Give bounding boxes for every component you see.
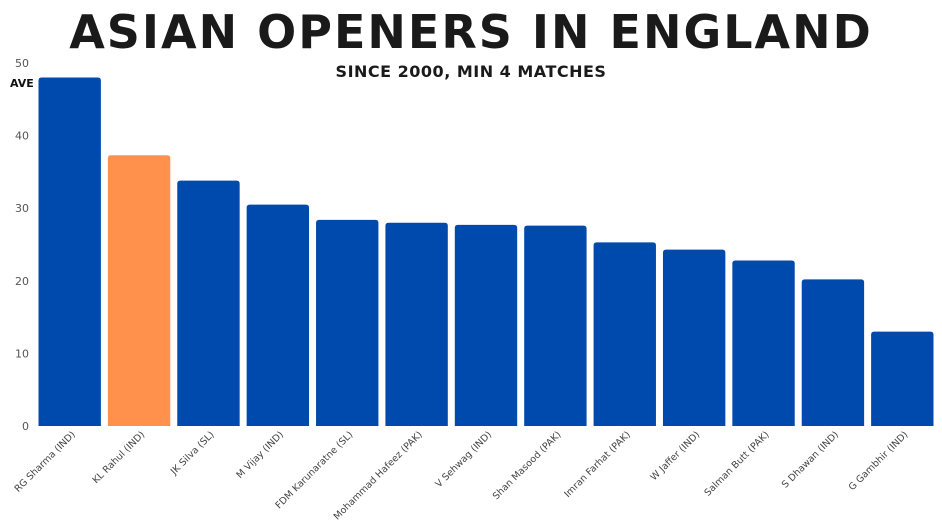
- y-tick-label: 20: [15, 275, 29, 288]
- x-tick-label: W Jaffer (IND): [649, 429, 703, 483]
- bar: [801, 279, 865, 426]
- bar: [246, 204, 310, 426]
- bar: [454, 224, 518, 426]
- bar: [524, 225, 587, 426]
- bar: [662, 249, 726, 426]
- y-tick-label: 50: [15, 57, 29, 70]
- chart-title: ASIAN OPENERS IN ENGLAND: [69, 5, 873, 59]
- x-tick-label: Salman Butt (PAK): [702, 429, 771, 498]
- x-tick-label: JK Silva (SL): [168, 429, 216, 477]
- x-tick-label: KL Rahul (IND): [91, 429, 148, 486]
- x-tick-label: M Vijay (IND): [234, 429, 286, 481]
- bar: [871, 331, 934, 426]
- bar: [732, 260, 795, 426]
- bar: [316, 219, 379, 426]
- bar: [38, 77, 101, 427]
- x-tick-label: V Sehwag (IND): [434, 429, 495, 490]
- bar: [177, 180, 240, 426]
- x-tick-label: S Dhawan (IND): [780, 429, 841, 490]
- y-tick-label: 10: [15, 347, 29, 360]
- chart-subtitle: SINCE 2000, MIN 4 MATCHES: [335, 62, 607, 81]
- y-tick-label: 30: [15, 202, 29, 215]
- y-tick-label: 0: [22, 420, 29, 433]
- x-tick-label: Imran Farhat (PAK): [562, 429, 633, 500]
- bar: [593, 242, 656, 426]
- y-tick-label: 40: [15, 130, 29, 143]
- x-tick-label: Shan Masood (PAK): [491, 429, 564, 502]
- x-tick-label: RG Sharma (IND): [13, 429, 78, 494]
- y-axis-label: AVE: [10, 77, 34, 90]
- bar: [385, 222, 448, 426]
- x-tick-label: FDM Karunaratne (SL): [274, 429, 356, 511]
- x-tick-label: G Gambhir (IND): [847, 429, 911, 493]
- bar: [107, 155, 171, 426]
